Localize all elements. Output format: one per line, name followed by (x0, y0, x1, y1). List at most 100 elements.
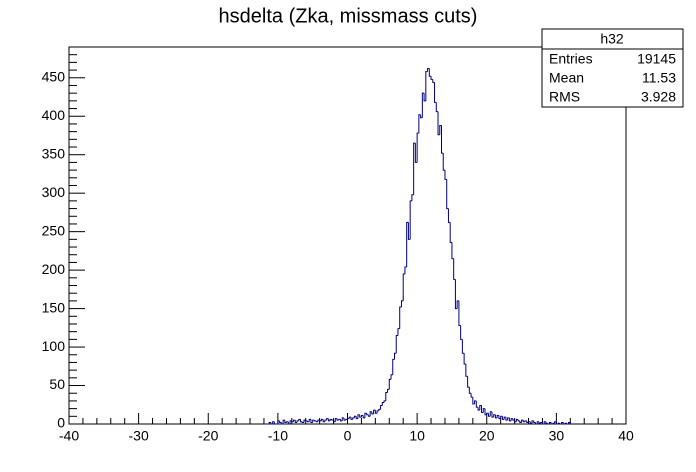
histogram-bin (333, 420, 336, 423)
histogram-bin (423, 93, 426, 102)
histogram-bin (395, 335, 398, 354)
histogram-bin (376, 410, 379, 414)
histogram-bin (500, 415, 503, 419)
histogram-bin (347, 418, 350, 420)
histogram-bin (270, 422, 273, 425)
histogram-bin (387, 388, 390, 393)
histogram-bin (416, 132, 419, 163)
histogram-bin (442, 153, 445, 171)
histogram-bin (366, 413, 369, 416)
histogram-bin (338, 418, 341, 421)
histogram-bin (461, 339, 465, 354)
x-tick-label: -10 (268, 428, 288, 444)
histogram-bin (286, 421, 289, 423)
histogram-bin (447, 208, 451, 223)
histogram-bin (554, 421, 557, 424)
histogram-bin (510, 418, 513, 421)
histogram-bin (465, 363, 468, 377)
histogram-bin (503, 416, 506, 420)
histogram-bin (489, 411, 492, 417)
histogram-bin (373, 409, 376, 414)
histogram-bin (296, 420, 299, 423)
histogram-bin (420, 114, 423, 119)
x-tick-label: -30 (129, 428, 149, 444)
histogram-bin (517, 419, 520, 422)
y-tick-label: 450 (42, 68, 66, 84)
histogram-bin (277, 420, 280, 424)
histogram-bin (407, 222, 411, 240)
histogram-bin (310, 419, 313, 423)
histogram-bin (268, 421, 271, 424)
histogram-bin (272, 421, 275, 424)
y-tick-label: 300 (42, 184, 66, 200)
histogram-bin (472, 397, 475, 405)
stats-label: Entries (549, 51, 593, 67)
histogram-bin (326, 418, 329, 421)
histogram-bin (526, 420, 529, 423)
histogram-bin (474, 400, 477, 404)
histogram-bin (293, 419, 296, 422)
histogram-bin (507, 417, 510, 421)
histogram-bin (303, 419, 306, 423)
histogram-bin (397, 328, 400, 336)
histogram-bin (360, 415, 364, 418)
histogram-bin (548, 421, 552, 424)
x-tick-label: -40 (59, 428, 79, 444)
stats-frame (541, 28, 684, 108)
histogram-bin (434, 82, 437, 103)
histogram-bin (413, 142, 416, 195)
stats-value: 19145 (637, 51, 676, 67)
histogram-bin (411, 194, 414, 201)
histogram-bin (545, 421, 548, 424)
histogram-bin (313, 420, 317, 422)
stats-value: 11.53 (642, 70, 676, 86)
histogram-bin (359, 414, 362, 418)
x-tick-label: 30 (549, 428, 565, 444)
histogram-bin (343, 417, 346, 421)
histogram-bin (534, 422, 538, 425)
histogram-bin (362, 415, 365, 419)
chart-title: hsdelta (Zka, missmass cuts) (219, 5, 478, 27)
histogram-bin (353, 415, 357, 418)
histogram-bin (317, 419, 320, 422)
histogram-bin (336, 418, 339, 421)
histogram-bin (463, 353, 466, 365)
histogram-bin (522, 420, 526, 423)
x-tick-label: 40 (618, 428, 634, 444)
histogram-bin (383, 400, 386, 403)
histogram-bin (357, 414, 360, 419)
histogram-bin (289, 420, 292, 424)
histogram-bin (568, 421, 571, 424)
histogram-bin (566, 423, 569, 425)
histogram-bin (508, 417, 512, 422)
histogram-bin (552, 422, 555, 424)
histogram-bin (557, 422, 560, 424)
histogram-bin (458, 300, 461, 327)
histogram-bin (456, 300, 459, 309)
histogram-bin (399, 306, 402, 329)
histogram-bin (280, 422, 284, 425)
y-tick-label: 250 (42, 222, 66, 238)
histogram-bin (487, 413, 491, 417)
histogram-bin (381, 401, 385, 406)
histogram-bin (348, 416, 351, 419)
y-tick-label: 100 (42, 338, 66, 354)
histogram-bin (374, 410, 378, 414)
histogram-bin (367, 414, 371, 417)
histogram-bin (533, 420, 536, 423)
histogram-bin (320, 418, 324, 421)
histogram-bin (327, 418, 331, 422)
histogram-bin (460, 325, 463, 340)
histogram-bin (484, 408, 487, 416)
stats-value: 3.928 (641, 89, 676, 105)
histogram-bin (550, 422, 553, 425)
histogram-bin (331, 419, 334, 421)
histogram-bin (524, 420, 527, 422)
histogram-bin (430, 76, 433, 80)
histogram-bin (496, 415, 499, 418)
histogram-bin (543, 421, 546, 424)
histogram-bin (501, 416, 505, 420)
histogram-bin (421, 92, 425, 118)
histogram-bin (428, 68, 432, 77)
